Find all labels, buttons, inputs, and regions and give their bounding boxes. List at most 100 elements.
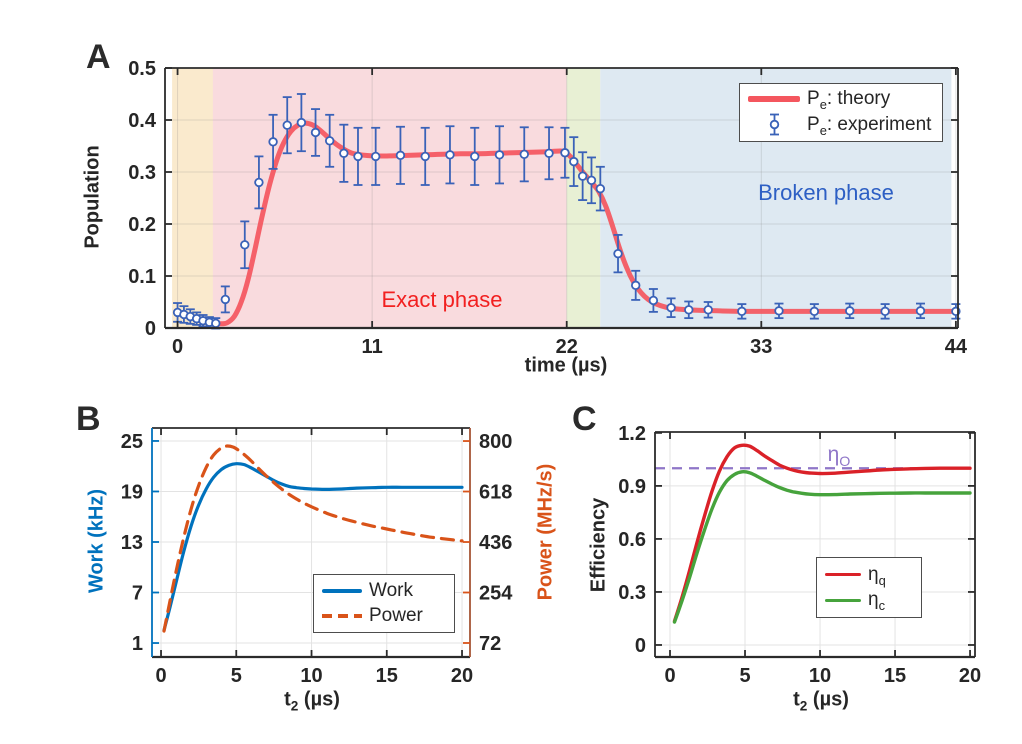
xtick-label: 15 (884, 665, 906, 687)
xtick-label: 33 (750, 336, 772, 358)
legend-label-eta-q: ηq (868, 563, 886, 588)
ytick-label-left: 0.2 (128, 214, 156, 236)
data-marker (310, 127, 321, 138)
legend-entry-eta-c: ηc (825, 589, 913, 614)
data-marker (240, 240, 250, 250)
legend-label-power: Power (369, 605, 423, 626)
ytick-label-left: 7 (132, 583, 143, 605)
data-marker (560, 148, 570, 158)
ytick-label-left: 0 (635, 635, 646, 657)
panel-c-ylabel: Efficiency (587, 497, 610, 593)
xtick-label: 11 (362, 336, 383, 358)
eta-q-line-swatch (825, 572, 861, 577)
ytick-label-left: 0.9 (618, 476, 646, 498)
data-marker (282, 120, 292, 130)
data-marker (445, 150, 455, 160)
data-marker (395, 150, 406, 161)
legend-label-eta-c: ηc (868, 589, 886, 614)
data-marker (631, 280, 641, 291)
data-marker (648, 295, 659, 306)
panel-b-legend: Work Power (313, 574, 455, 633)
data-marker (324, 136, 335, 146)
ytick-label-right: 72 (479, 633, 501, 655)
xtick-label: 20 (959, 665, 981, 687)
legend-entry-eta-q: ηq (825, 564, 913, 586)
ytick-label-left: 0.3 (128, 162, 156, 184)
ytick-label-right: 618 (479, 482, 512, 504)
panel-a-legend: Pe: theory Pe: experiment (739, 83, 943, 142)
data-marker (254, 177, 264, 188)
data-marker (595, 183, 606, 194)
panel-b-letter: B (76, 400, 101, 438)
ytick-label-left: 0.5 (128, 58, 156, 80)
data-marker (586, 175, 597, 186)
ytick-label-right: 254 (479, 583, 513, 605)
legend-label-experiment: Pe: experiment (807, 113, 932, 138)
data-marker (353, 151, 363, 162)
panel-b-xlabel: t2 (µs) (284, 688, 340, 714)
eta-c-line-swatch (825, 598, 861, 603)
panel-c-letter: C (572, 400, 597, 438)
legend-entry-work: Work (322, 580, 446, 602)
data-marker (211, 318, 221, 329)
data-marker (684, 305, 694, 315)
legend-entry-theory: Pe: theory (748, 88, 934, 112)
ytick-label-left: 13 (121, 532, 143, 554)
panel-c-xlabel: t2 (µs) (793, 688, 849, 714)
xtick-label: 0 (664, 665, 675, 687)
data-marker (845, 306, 855, 316)
ytick-label-left: 1.2 (618, 423, 646, 445)
data-marker (915, 306, 926, 316)
region-exact (212, 68, 567, 328)
exact-phase-annotation: Exact phase (381, 287, 503, 312)
ytick-label-right: 800 (479, 431, 512, 453)
panel-b-ylabel-left: Work (kHz) (85, 488, 108, 594)
xtick-label: 0 (155, 665, 166, 687)
legend-label-work: Work (369, 580, 413, 601)
series-line (162, 462, 464, 632)
eta-otto-label: ηO (827, 443, 851, 471)
ytick-label-left: 25 (121, 431, 143, 453)
xtick-label: 5 (231, 665, 242, 687)
legend-label-theory: Pe: theory (807, 88, 891, 112)
panel-b-ylabel-right: Power (MHz/s) (534, 463, 557, 601)
panel-a-xlabel: time (µs) (524, 354, 608, 377)
ytick-label-left: 0.3 (618, 582, 646, 604)
data-marker (370, 151, 381, 162)
ytick-label-left: 0.1 (128, 266, 156, 288)
ytick-label-right: 436 (479, 532, 512, 554)
xtick-label: 44 (945, 336, 968, 358)
data-marker (494, 150, 505, 160)
legend-entry-power: Power (322, 605, 446, 627)
panel-a-ylabel: Population (81, 145, 104, 249)
theory-line-swatch (748, 96, 800, 102)
ytick-label-left: 0.6 (618, 529, 646, 551)
data-marker (569, 156, 579, 167)
xtick-label: 20 (451, 665, 473, 687)
data-marker (577, 171, 588, 181)
panel-a-letter: A (86, 38, 111, 76)
series-line (162, 444, 464, 633)
data-marker (339, 148, 349, 158)
data-marker (544, 148, 554, 158)
data-marker (420, 151, 430, 162)
data-marker (296, 117, 307, 128)
data-marker (774, 306, 784, 316)
errorbar-marker-icon (748, 112, 800, 137)
xtick-label: 10 (809, 665, 831, 687)
data-marker (809, 306, 820, 317)
data-marker (268, 137, 278, 147)
xtick-label: 22 (556, 336, 578, 358)
legend-entry-experiment: Pe: experiment (748, 112, 934, 137)
work-line-swatch (322, 589, 362, 593)
data-marker (220, 294, 231, 305)
broken-phase-annotation: Broken phase (758, 180, 894, 205)
ytick-label-left: 0 (145, 318, 156, 340)
data-marker (470, 151, 480, 162)
series-line (672, 443, 972, 623)
panel-c-legend: ηq ηc (816, 557, 922, 618)
series-line (672, 470, 972, 624)
xtick-label: 10 (300, 665, 322, 687)
data-marker (737, 306, 747, 317)
xtick-label: 0 (172, 336, 183, 358)
